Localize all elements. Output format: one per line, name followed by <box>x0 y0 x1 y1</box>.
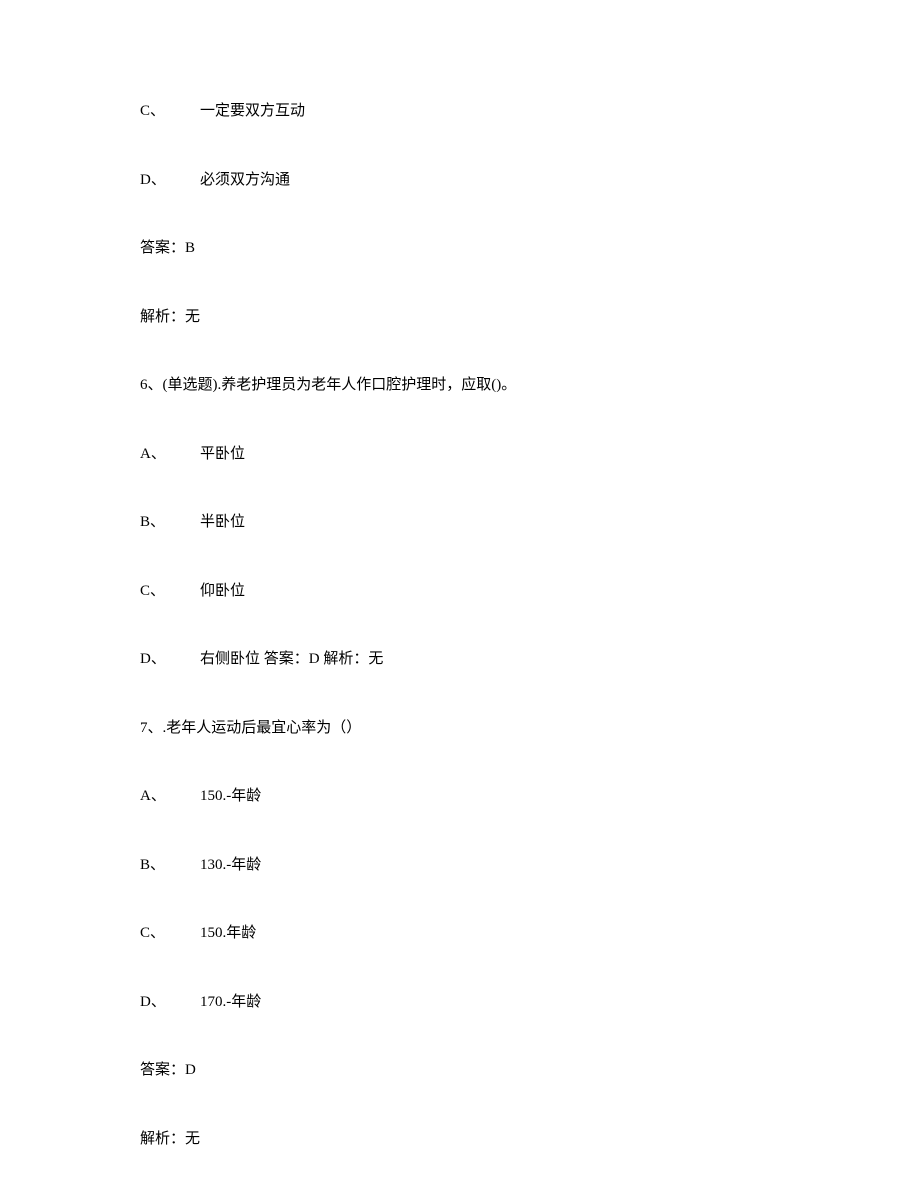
option-text: 150.-年龄 <box>200 788 261 804</box>
option-text: 170.-年龄 <box>200 994 261 1010</box>
option-text: 150.年龄 <box>200 925 256 941</box>
q5-answer: 答案：B <box>140 237 780 260</box>
option-marker: B、 <box>140 511 200 534</box>
option-marker: D、 <box>140 991 200 1014</box>
option-marker: A、 <box>140 785 200 808</box>
option-text: 一定要双方互动 <box>200 103 305 119</box>
q7-stem: 7、.老年人运动后最宜心率为（） <box>140 717 780 740</box>
option-marker: C、 <box>140 922 200 945</box>
q7-answer: 答案：D <box>140 1059 780 1082</box>
option-marker: A、 <box>140 443 200 466</box>
q5-option-d: D、必须双方沟通 <box>140 169 780 192</box>
q5-analysis: 解析：无 <box>140 306 780 329</box>
option-marker: D、 <box>140 169 200 192</box>
option-marker: C、 <box>140 580 200 603</box>
option-text: 半卧位 <box>200 514 245 530</box>
q6-stem: 6、(单选题).养老护理员为老年人作口腔护理时，应取()。 <box>140 374 780 397</box>
option-text: 平卧位 <box>200 446 245 462</box>
option-marker: B、 <box>140 854 200 877</box>
option-text: 必须双方沟通 <box>200 172 290 188</box>
option-text: 130.-年龄 <box>200 857 261 873</box>
option-marker: D、 <box>140 648 200 671</box>
q5-option-c: C、一定要双方互动 <box>140 100 780 123</box>
option-text: 右侧卧位 答案：D 解析：无 <box>200 651 383 667</box>
option-marker: C、 <box>140 100 200 123</box>
q7-analysis: 解析：无 <box>140 1128 780 1151</box>
q7-option-c: C、150.年龄 <box>140 922 780 945</box>
q6-option-d: D、右侧卧位 答案：D 解析：无 <box>140 648 780 671</box>
q6-option-b: B、半卧位 <box>140 511 780 534</box>
option-text: 仰卧位 <box>200 583 245 599</box>
q7-option-d: D、170.-年龄 <box>140 991 780 1014</box>
q7-option-b: B、130.-年龄 <box>140 854 780 877</box>
q7-option-a: A、150.-年龄 <box>140 785 780 808</box>
q6-option-a: A、平卧位 <box>140 443 780 466</box>
q6-option-c: C、仰卧位 <box>140 580 780 603</box>
